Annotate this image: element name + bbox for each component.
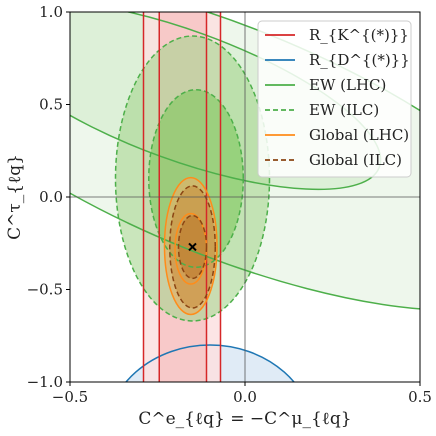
best-fit-marker [188,242,197,252]
r-d-1sigma-contour [125,344,295,382]
legend-label: R_{K^{(*)}} [309,26,409,44]
legend-item-r-d: R_{D^{(*)}} [265,51,410,69]
legend-item-global-lhc: Global (LHC) [265,126,409,144]
legend: R_{K^{(*)}} R_{D^{(*)}} EW (LHC) EW (ILC) Gl… [257,20,412,178]
global-lhc-2sigma-contour [163,176,218,316]
legend-label: EW (ILC) [309,101,379,119]
legend-item-r-k: R_{K^{(*)}} [265,26,409,44]
y-tick-label: −1.0 [27,373,63,391]
x-tick-label: −0.5 [52,388,88,406]
global-ilc-1sigma-contour [177,214,208,280]
ew-ilc-1sigma-contour [148,88,244,269]
legend-item-global-ilc: Global (ILC) [265,151,402,169]
best-fit-stroke-b [188,242,197,252]
x-tick-label: 0.0 [233,388,257,406]
legend-label: Global (LHC) [309,126,409,144]
x-tick-label: 0.5 [408,388,432,406]
legend-item-ew-ilc: EW (ILC) [265,101,379,119]
legend-label: R_{D^{(*)}} [309,51,410,69]
y-tick-label: 1.0 [39,3,63,21]
legend-label: EW (LHC) [309,76,386,94]
axes-layer: −0.5 0.0 0.5−1.0−0.50.00.51.0 [27,3,432,406]
y-tick-label: 0.5 [39,96,63,114]
ew-ilc-2sigma-contour [114,35,271,322]
legend-label: Global (ILC) [309,151,402,169]
legend-item-ew-lhc: EW (LHC) [265,76,386,94]
y-tick-label: −0.5 [27,281,63,299]
x-axis-label: C^e_{ℓq} = −C^μ_{ℓq} [138,409,351,429]
legend-box [257,20,412,178]
y-tick-label: 0.0 [39,188,63,206]
y-axis-label: C^τ_{ℓq} [5,154,25,240]
global-ilc-2sigma-contour [169,185,216,309]
